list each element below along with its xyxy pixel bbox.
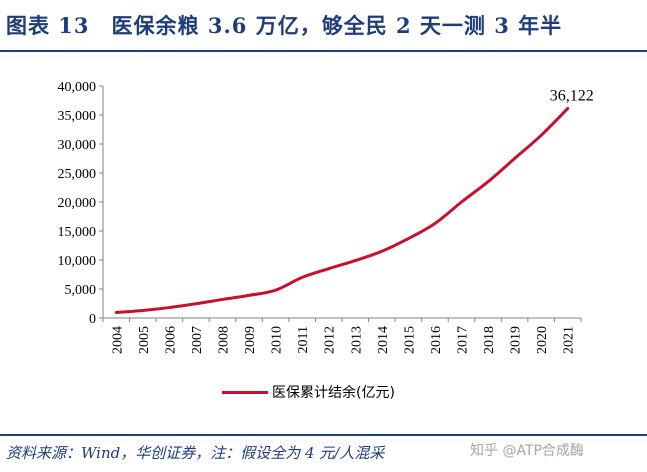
y-tick-label: 15,000 bbox=[58, 225, 97, 240]
watermark: 知乎 @ATP合成酶 bbox=[470, 443, 584, 459]
source-note: 资料来源：Wind，华创证券，注：假设全为 4 元/人混采 bbox=[6, 444, 385, 462]
x-tick-label: 2005 bbox=[137, 326, 152, 354]
x-tick-label: 2012 bbox=[323, 326, 338, 354]
x-tick-label: 2018 bbox=[482, 326, 497, 354]
y-tick-label: 40,000 bbox=[58, 80, 97, 95]
x-tick-label: 2010 bbox=[270, 326, 285, 354]
figure-header: 图表 13 医保余粮 3.6 万亿，够全民 2 天一测 3 年半 bbox=[0, 0, 647, 52]
x-tick-label: 2017 bbox=[456, 326, 471, 354]
x-tick-label: 2021 bbox=[562, 326, 577, 354]
x-tick-label: 2006 bbox=[163, 326, 178, 354]
x-tick-label: 2004 bbox=[110, 326, 125, 354]
legend-swatch bbox=[222, 391, 268, 394]
x-tick-label: 2015 bbox=[402, 326, 417, 354]
x-tick-label: 2011 bbox=[296, 326, 311, 353]
title-divider bbox=[0, 50, 647, 52]
y-tick-label: 20,000 bbox=[58, 196, 97, 211]
y-tick-label: 30,000 bbox=[58, 138, 97, 153]
data-label: 36,122 bbox=[550, 87, 594, 104]
x-tick-label: 2008 bbox=[217, 326, 232, 354]
y-tick-label: 0 bbox=[89, 312, 96, 327]
x-tick-label: 2007 bbox=[190, 326, 205, 354]
x-tick-label: 2014 bbox=[376, 326, 391, 354]
legend-label: 医保累计结余(亿元) bbox=[272, 385, 395, 401]
x-tick-label: 2020 bbox=[535, 326, 550, 354]
x-tick-label: 2019 bbox=[509, 326, 524, 354]
footer-divider bbox=[0, 434, 647, 436]
y-tick-label: 25,000 bbox=[58, 167, 97, 182]
x-tick-label: 2016 bbox=[429, 326, 444, 354]
y-tick-label: 35,000 bbox=[58, 109, 97, 124]
x-tick-label: 2009 bbox=[243, 326, 258, 354]
series-line bbox=[114, 106, 570, 314]
y-tick-label: 5,000 bbox=[65, 283, 97, 298]
line-chart: 0 5,000 10,000 15,000 20,000 25,000 30,000 35,0… bbox=[58, 80, 594, 354]
x-tick-label: 2013 bbox=[349, 326, 364, 354]
figure-title: 图表 13 医保余粮 3.6 万亿，够全民 2 天一测 3 年半 bbox=[6, 13, 563, 38]
y-tick-label: 10,000 bbox=[58, 254, 97, 269]
